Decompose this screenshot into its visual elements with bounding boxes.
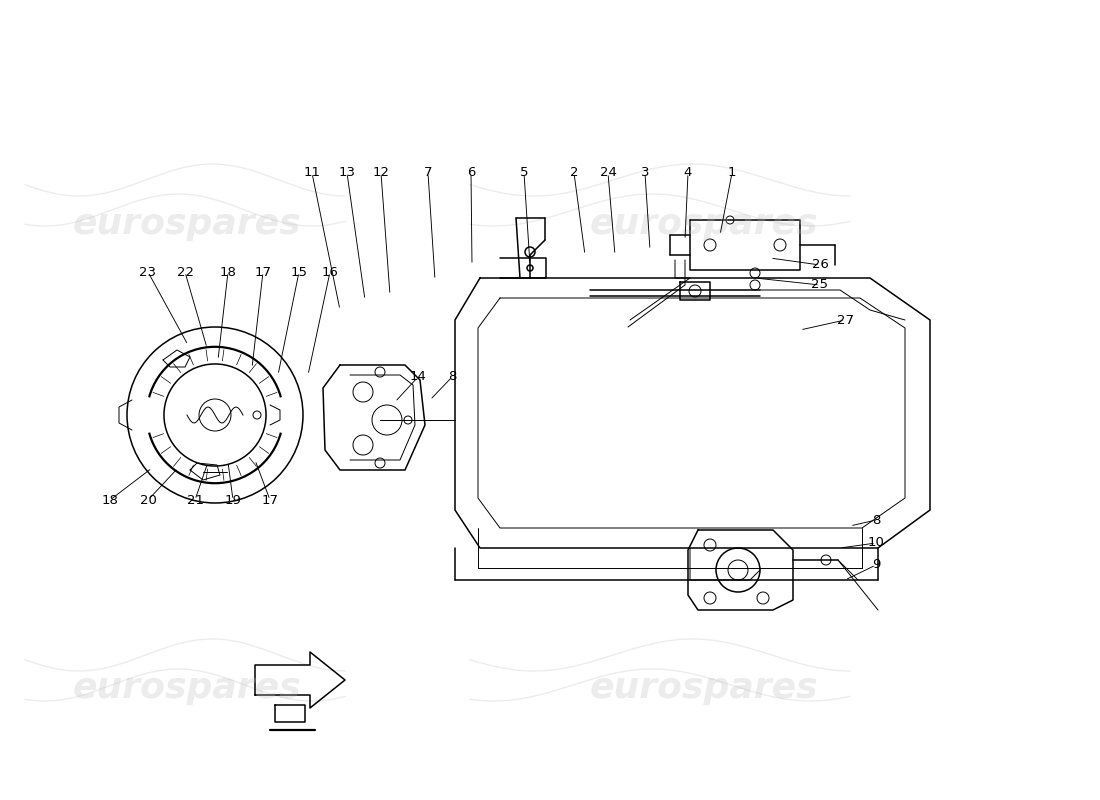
Text: 12: 12 — [373, 166, 389, 179]
Text: 13: 13 — [339, 166, 355, 179]
Text: 17: 17 — [262, 494, 278, 506]
Text: 25: 25 — [812, 278, 828, 291]
Text: 2: 2 — [570, 166, 579, 179]
Text: 3: 3 — [640, 166, 649, 179]
Text: 5: 5 — [519, 166, 528, 179]
Text: 23: 23 — [140, 266, 156, 278]
Text: eurospares: eurospares — [73, 671, 301, 705]
Text: 7: 7 — [424, 166, 432, 179]
Text: 18: 18 — [220, 266, 236, 278]
Text: 17: 17 — [254, 266, 272, 278]
Circle shape — [404, 416, 412, 424]
Text: 24: 24 — [600, 166, 616, 179]
Text: 1: 1 — [728, 166, 736, 179]
Text: 26: 26 — [812, 258, 828, 271]
Text: 15: 15 — [290, 266, 308, 278]
Text: 19: 19 — [224, 494, 241, 506]
Text: 6: 6 — [466, 166, 475, 179]
Text: 9: 9 — [872, 558, 880, 571]
Text: 14: 14 — [409, 370, 427, 383]
Text: 10: 10 — [868, 537, 884, 550]
Text: 8: 8 — [872, 514, 880, 526]
Text: 21: 21 — [187, 494, 204, 506]
Text: 16: 16 — [321, 266, 339, 278]
Text: 20: 20 — [140, 494, 156, 506]
Text: 27: 27 — [836, 314, 854, 326]
Text: 22: 22 — [176, 266, 194, 278]
Text: 11: 11 — [304, 166, 320, 179]
Text: 18: 18 — [101, 494, 119, 506]
Text: 4: 4 — [684, 166, 692, 179]
Circle shape — [253, 411, 261, 419]
Text: eurospares: eurospares — [590, 207, 818, 241]
Text: eurospares: eurospares — [590, 671, 818, 705]
Text: eurospares: eurospares — [73, 207, 301, 241]
Circle shape — [821, 555, 830, 565]
Text: 8: 8 — [448, 370, 456, 383]
